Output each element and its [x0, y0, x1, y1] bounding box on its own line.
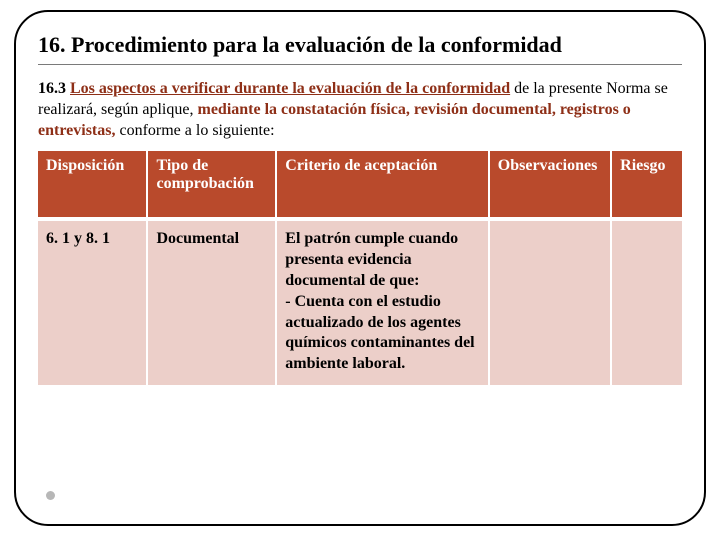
intro-paragraph: 16.3 Los aspectos a verificar durante la…: [38, 79, 682, 141]
intro-underlined-phrase: Los aspectos a verificar durante la eval…: [70, 80, 510, 97]
intro-text-2: conforme a lo siguiente:: [119, 122, 274, 139]
cell-criterio: El patrón cumple cuando presenta evidenc…: [276, 219, 489, 385]
col-header-riesgo: Riesgo: [611, 151, 682, 219]
col-header-observaciones: Observaciones: [489, 151, 611, 219]
slide-frame: 16. Procedimiento para la evaluación de …: [14, 10, 706, 526]
col-header-criterio: Criterio de aceptación: [276, 151, 489, 219]
cell-tipo: Documental: [147, 219, 276, 385]
cell-disposicion: 6. 1 y 8. 1: [38, 219, 147, 385]
page-title: 16. Procedimiento para la evaluación de …: [38, 32, 682, 65]
intro-lead-number: 16.3: [38, 80, 66, 97]
cell-observaciones: [489, 219, 611, 385]
col-header-tipo: Tipo de comprobación: [147, 151, 276, 219]
decorative-bullet-icon: [46, 491, 55, 500]
table-header-row: Disposición Tipo de comprobación Criteri…: [38, 151, 682, 219]
conformity-table: Disposición Tipo de comprobación Criteri…: [38, 151, 682, 385]
col-header-disposicion: Disposición: [38, 151, 147, 219]
cell-riesgo: [611, 219, 682, 385]
table-row: 6. 1 y 8. 1 Documental El patrón cumple …: [38, 219, 682, 385]
